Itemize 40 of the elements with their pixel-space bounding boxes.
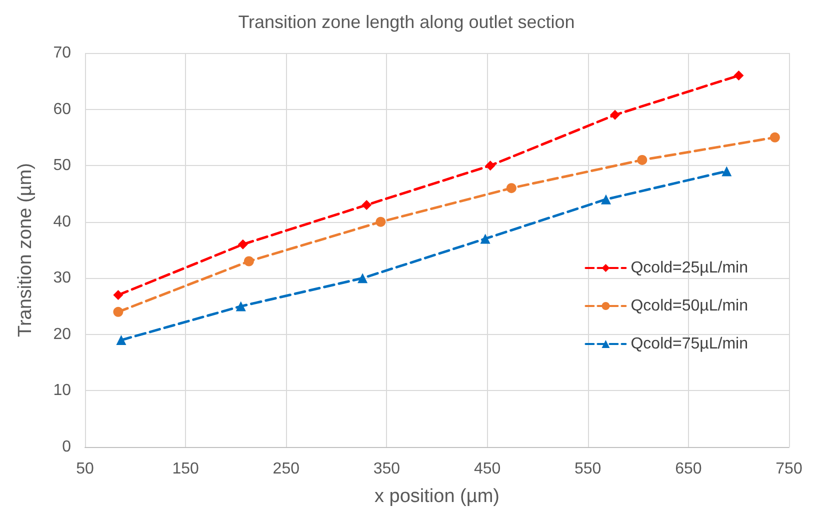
y-tick-label: 70 bbox=[53, 44, 72, 62]
x-axis-title: x position (µm) bbox=[374, 486, 500, 507]
legend-label: Qcold=75µL/min bbox=[630, 336, 748, 352]
point bbox=[722, 166, 732, 176]
legend-label: Qcold=25µL/min bbox=[630, 260, 748, 276]
x-tick-label: 750 bbox=[776, 460, 802, 478]
x-tick-label: 550 bbox=[574, 460, 602, 478]
y-axis-title: Transition zone (µm) bbox=[15, 163, 36, 337]
y-tick-label: 30 bbox=[53, 270, 72, 287]
point bbox=[485, 160, 496, 171]
y-tick-label: 40 bbox=[53, 213, 72, 230]
point bbox=[600, 194, 611, 204]
x-tick-label: 50 bbox=[76, 460, 94, 478]
x-tick-label: 150 bbox=[172, 460, 200, 478]
x-tick-label: 450 bbox=[474, 460, 501, 478]
point bbox=[480, 234, 490, 244]
point bbox=[506, 183, 516, 194]
point bbox=[362, 200, 372, 210]
point bbox=[113, 306, 124, 317]
point bbox=[734, 70, 744, 81]
point bbox=[637, 154, 648, 165]
y-tick-label: 0 bbox=[62, 438, 72, 456]
point bbox=[113, 290, 124, 300]
y-tick-label: 50 bbox=[53, 157, 72, 174]
x-tick-label: 350 bbox=[373, 460, 400, 478]
x-tick-label: 650 bbox=[675, 460, 702, 478]
y-tick-label: 60 bbox=[53, 100, 72, 118]
y-tick-label: 20 bbox=[53, 326, 72, 343]
legend-label: Qcold=50µL/min bbox=[630, 298, 748, 314]
point bbox=[238, 239, 248, 250]
point bbox=[244, 256, 254, 266]
x-tick-label: 250 bbox=[272, 460, 300, 478]
chart-title: Transition zone length along outlet section bbox=[238, 12, 575, 32]
point bbox=[610, 110, 620, 120]
point bbox=[376, 216, 386, 227]
y-tick-label: 10 bbox=[53, 382, 72, 400]
point bbox=[770, 132, 780, 142]
point bbox=[116, 335, 126, 346]
point bbox=[358, 273, 368, 284]
point bbox=[236, 301, 246, 312]
